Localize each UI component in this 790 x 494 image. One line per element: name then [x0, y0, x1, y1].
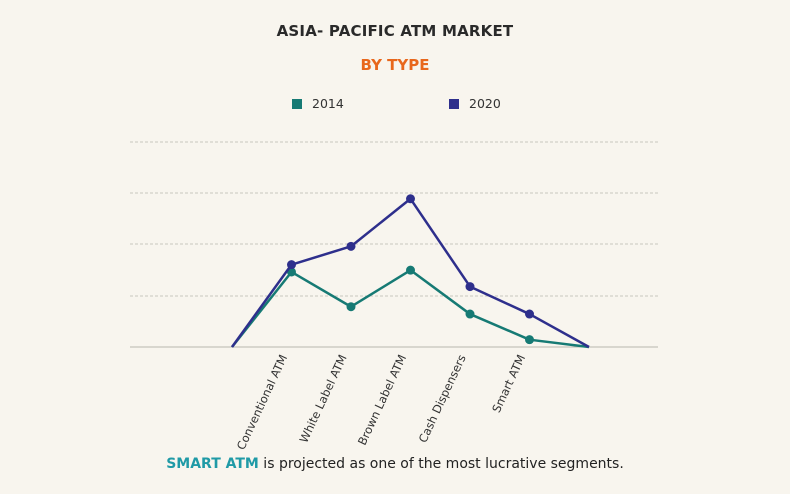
- footnote: SMART ATM is projected as one of the mos…: [0, 456, 790, 472]
- data-point-2020: [525, 309, 534, 319]
- x-tick-label: Cash Dispensers: [416, 352, 469, 444]
- data-point-2014: [465, 309, 475, 319]
- x-tick-label: White Label ATM: [297, 352, 350, 445]
- x-tick-label: Smart ATM: [489, 352, 528, 414]
- legend-swatch-2020: [449, 98, 459, 109]
- legend-label-2020: 2020: [469, 96, 501, 111]
- legend-swatch-2014: [292, 98, 302, 109]
- legend-item-2020: 2020: [449, 96, 501, 111]
- footnote-text: is projected as one of the most lucrativ…: [258, 456, 624, 472]
- chart-title: ASIA- PACIFIC ATM MARKET: [276, 22, 514, 40]
- series-line-2014: [231, 268, 590, 349]
- footnote-highlight: SMART ATM: [166, 456, 259, 472]
- legend: 2014 2020: [0, 96, 790, 116]
- data-point-2020: [406, 194, 415, 204]
- data-point-2020: [465, 282, 475, 292]
- legend-item-2014: 2014: [292, 96, 344, 111]
- x-tick-label: Brown Label ATM: [355, 352, 409, 447]
- data-point-2020: [346, 241, 356, 251]
- data-point-2014: [406, 265, 415, 275]
- data-point-2014: [346, 302, 356, 312]
- x-tick-label: Conventional ATM: [234, 352, 290, 452]
- data-point-2014: [525, 335, 534, 345]
- chart-subtitle: BY TYPE: [360, 56, 430, 74]
- data-point-2020: [287, 260, 296, 270]
- legend-label-2014: 2014: [312, 96, 344, 111]
